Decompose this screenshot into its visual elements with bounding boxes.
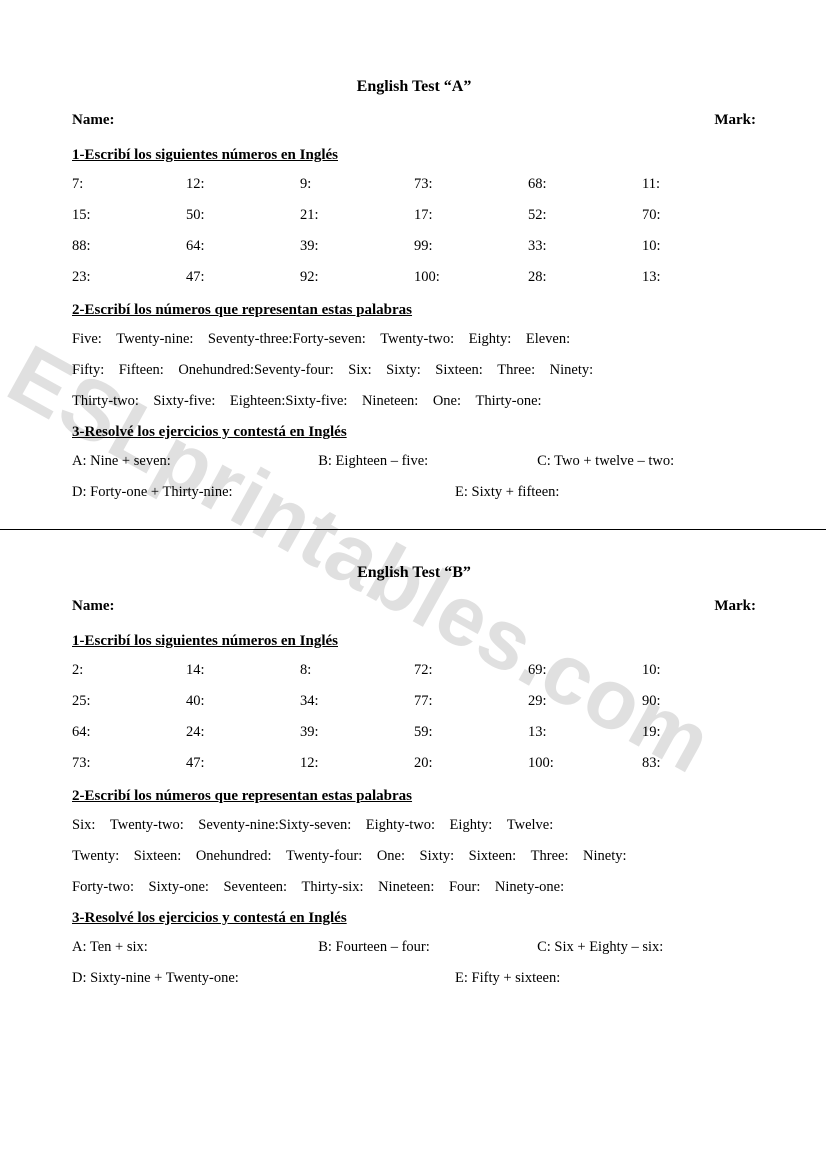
cell: 88: — [72, 238, 186, 255]
test-b-s3-row1: A: Ten + six: B: Fourteen – four: C: Six… — [72, 939, 756, 956]
cell: 47: — [186, 755, 300, 772]
cell: 73: — [72, 755, 186, 772]
cell: 17: — [414, 207, 528, 224]
test-a: English Test “A” Name: Mark: 1-Escribí l… — [72, 78, 756, 501]
cell: 64: — [72, 724, 186, 741]
exercise: E: Fifty + sixteen: — [455, 970, 756, 987]
cell: 72: — [414, 662, 528, 679]
cell: 34: — [300, 693, 414, 710]
word-line: Forty-two: Sixty-one: Seventeen: Thirty-… — [72, 879, 756, 896]
exercise: D: Sixty-nine + Twenty-one: — [72, 970, 455, 987]
mark-label: Mark: — [714, 598, 756, 615]
cell: 47: — [186, 269, 300, 286]
cell: 73: — [414, 176, 528, 193]
cell: 64: — [186, 238, 300, 255]
cell: 40: — [186, 693, 300, 710]
cell: 21: — [300, 207, 414, 224]
test-b-s3-head: 3-Resolvé los ejercicios y contestá en I… — [72, 910, 756, 927]
cell: 23: — [72, 269, 186, 286]
cell: 8: — [300, 662, 414, 679]
word-line: Five: Twenty-nine: Seventy-three:Forty-s… — [72, 331, 756, 348]
exercise: B: Fourteen – four: — [318, 939, 537, 956]
test-a-name-mark: Name: Mark: — [72, 112, 756, 129]
name-label: Name: — [72, 598, 114, 615]
mark-label: Mark: — [714, 112, 756, 129]
cell: 83: — [642, 755, 756, 772]
cell: 19: — [642, 724, 756, 741]
test-b-s3-row2: D: Sixty-nine + Twenty-one: E: Fifty + s… — [72, 970, 756, 987]
word-line: Twenty: Sixteen: Onehundred: Twenty-four… — [72, 848, 756, 865]
cell: 39: — [300, 724, 414, 741]
cell: 39: — [300, 238, 414, 255]
cell: 59: — [414, 724, 528, 741]
cell: 13: — [642, 269, 756, 286]
cell: 99: — [414, 238, 528, 255]
cell: 12: — [300, 755, 414, 772]
cell: 7: — [72, 176, 186, 193]
exercise: C: Two + twelve – two: — [537, 453, 756, 470]
word-line: Fifty: Fifteen: Onehundred:Seventy-four:… — [72, 362, 756, 379]
test-b-s1-grid: 2: 14: 8: 72: 69: 10: 25: 40: 34: 77: 29… — [72, 662, 756, 772]
cell: 20: — [414, 755, 528, 772]
test-b-s1-head: 1-Escribí los siguientes números en Ingl… — [72, 633, 756, 650]
exercise: B: Eighteen – five: — [318, 453, 537, 470]
cell: 25: — [72, 693, 186, 710]
test-a-s2-head: 2-Escribí los números que representan es… — [72, 302, 756, 319]
exercise: E: Sixty + fifteen: — [455, 484, 756, 501]
test-a-s1-head: 1-Escribí los siguientes números en Ingl… — [72, 147, 756, 164]
cell: 10: — [642, 238, 756, 255]
test-a-s3-row2: D: Forty-one + Thirty-nine: E: Sixty + f… — [72, 484, 756, 501]
word-line: Six: Twenty-two: Seventy-nine:Sixty-seve… — [72, 817, 756, 834]
test-a-s1-grid: 7: 12: 9: 73: 68: 11: 15: 50: 21: 17: 52… — [72, 176, 756, 286]
name-label: Name: — [72, 112, 114, 129]
cell: 9: — [300, 176, 414, 193]
test-b: English Test “B” Name: Mark: 1-Escribí l… — [72, 564, 756, 987]
word-line: Thirty-two: Sixty-five: Eighteen:Sixty-f… — [72, 393, 756, 410]
cell: 100: — [414, 269, 528, 286]
cell: 14: — [186, 662, 300, 679]
test-a-s3-head: 3-Resolvé los ejercicios y contestá en I… — [72, 424, 756, 441]
cell: 50: — [186, 207, 300, 224]
page: ESLprintables.com English Test “A” Name:… — [0, 0, 826, 1169]
cell: 33: — [528, 238, 642, 255]
exercise: C: Six + Eighty – six: — [537, 939, 756, 956]
cell: 11: — [642, 176, 756, 193]
cell: 28: — [528, 269, 642, 286]
cell: 13: — [528, 724, 642, 741]
exercise: A: Ten + six: — [72, 939, 318, 956]
divider — [0, 529, 826, 530]
test-b-name-mark: Name: Mark: — [72, 598, 756, 615]
cell: 90: — [642, 693, 756, 710]
cell: 77: — [414, 693, 528, 710]
cell: 100: — [528, 755, 642, 772]
cell: 29: — [528, 693, 642, 710]
cell: 69: — [528, 662, 642, 679]
exercise: D: Forty-one + Thirty-nine: — [72, 484, 455, 501]
cell: 12: — [186, 176, 300, 193]
cell: 10: — [642, 662, 756, 679]
cell: 15: — [72, 207, 186, 224]
cell: 52: — [528, 207, 642, 224]
test-a-s3-row1: A: Nine + seven: B: Eighteen – five: C: … — [72, 453, 756, 470]
cell: 70: — [642, 207, 756, 224]
test-b-title: English Test “B” — [72, 564, 756, 582]
cell: 92: — [300, 269, 414, 286]
cell: 68: — [528, 176, 642, 193]
test-a-title: English Test “A” — [72, 78, 756, 96]
exercise: A: Nine + seven: — [72, 453, 318, 470]
test-b-s2-head: 2-Escribí los números que representan es… — [72, 788, 756, 805]
cell: 24: — [186, 724, 300, 741]
cell: 2: — [72, 662, 186, 679]
